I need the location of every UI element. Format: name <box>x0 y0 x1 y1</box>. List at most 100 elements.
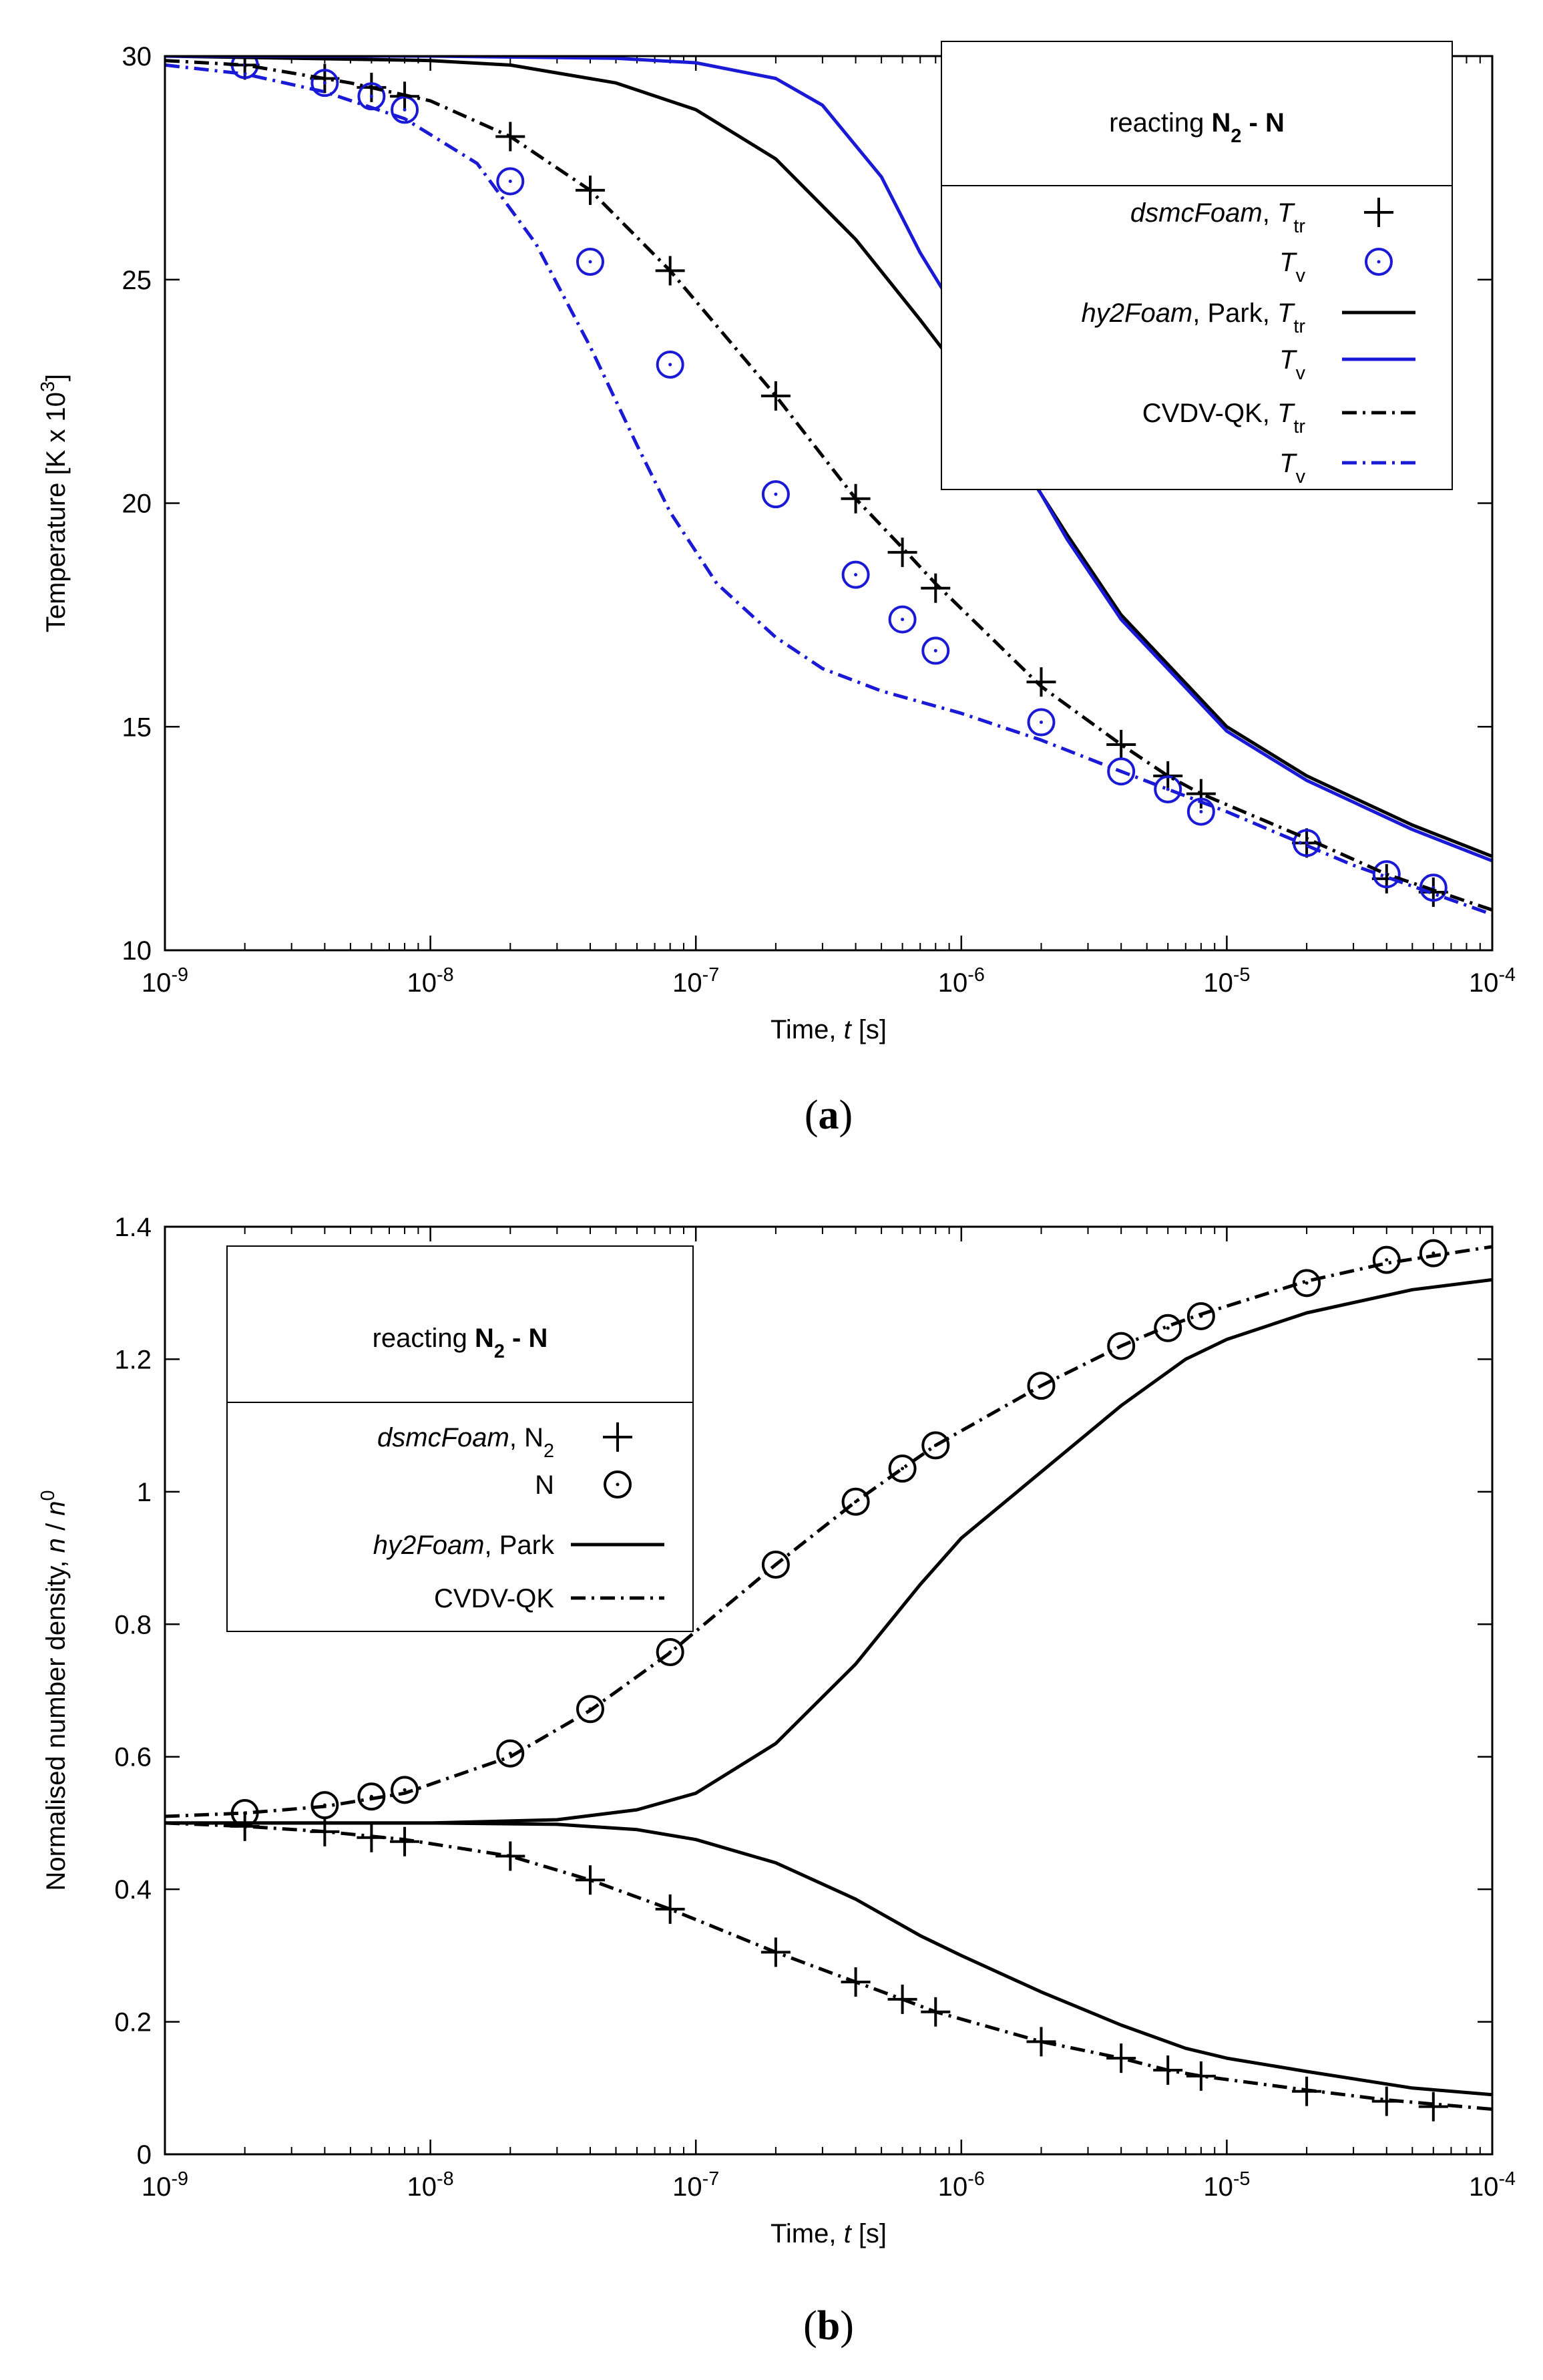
series-t-v-circle-marker <box>576 247 604 276</box>
series-t-v-circle-marker <box>310 69 339 97</box>
series-n-circle-marker <box>921 1431 950 1460</box>
series-t-v-line <box>165 63 1492 916</box>
circle-marker-ring <box>496 1739 525 1768</box>
legend-label: CVDV-QK, Ttr <box>1142 399 1306 437</box>
circle-marker-dot <box>369 94 373 98</box>
series-t-v-circle-marker <box>761 480 790 509</box>
legend-circle-dot <box>616 1482 620 1486</box>
legend-label: N <box>535 1470 554 1500</box>
y-tick-label: 30 <box>122 42 152 71</box>
circle-marker-dot <box>774 492 778 496</box>
legend-label: hy2Foam, Park <box>373 1531 555 1560</box>
circle-marker-ring <box>761 480 790 509</box>
circle-marker-ring <box>310 69 339 97</box>
series-n-circle-marker <box>888 1454 917 1483</box>
y-tick-label: 0.8 <box>114 1610 152 1639</box>
legend-circle-ring <box>1365 248 1393 276</box>
circle-marker-dot <box>901 618 905 622</box>
y-tick-label: 10 <box>122 936 152 966</box>
series-t-v-circle-marker <box>496 167 525 196</box>
legend-title: reacting N2 - N <box>1109 108 1285 147</box>
circle-marker-dot <box>508 179 512 183</box>
series-t-v-circle-marker <box>656 350 684 379</box>
circle-marker-dot <box>901 1466 905 1470</box>
circle-marker-ring <box>1186 797 1215 826</box>
series-dsmcfoam-t-tr-plus-marker <box>1026 667 1056 697</box>
series-dsmcfoam-t-tr-plus-marker <box>921 573 951 603</box>
circle-marker-ring <box>1107 1332 1136 1360</box>
circle-marker-ring <box>1186 1302 1215 1330</box>
x-tick-label: 10-7 <box>672 964 719 998</box>
plot-frame <box>164 1225 1494 2156</box>
circle-marker-dot <box>1039 721 1043 725</box>
legend-box <box>226 1245 694 1632</box>
series-dsmcfoam-n2-plus-marker <box>1186 2061 1216 2091</box>
series-dsmcfoam-t-tr-plus-marker <box>887 538 917 568</box>
series-n-circle-marker <box>496 1739 525 1768</box>
circle-marker-dot <box>1166 787 1170 791</box>
legend: reacting N2 - N dsmcFoam, Ttr Tv hy2Foam, P… <box>941 41 1453 490</box>
circle-marker-ring <box>1154 775 1182 803</box>
plot-frame <box>164 55 1494 952</box>
series-t-v-circle-marker <box>1154 775 1182 803</box>
circle-marker-dot <box>508 1752 512 1756</box>
circle-marker-dot <box>1305 1281 1309 1285</box>
legend-label: hy2Foam, Park, Ttr <box>1082 299 1306 337</box>
series-n-circle-marker <box>1154 1314 1182 1342</box>
y-tick-label: 20 <box>122 489 152 519</box>
series-n-circle-marker <box>1372 1245 1401 1274</box>
circle-marker-ring <box>1107 757 1136 786</box>
circle-marker-ring <box>1027 1372 1056 1400</box>
y-tick-label: 1 <box>137 1478 152 1507</box>
series-cvdv-qk-line <box>165 1821 1492 2111</box>
legend-circle-ring <box>604 1470 632 1499</box>
series-n-circle-marker <box>391 1776 419 1804</box>
y-tick-label: 1.4 <box>114 1213 152 1242</box>
series-t-v-circle-marker <box>391 95 419 124</box>
x-tick-label: 10-6 <box>938 964 985 998</box>
circle-marker-dot <box>933 648 937 652</box>
x-tick-label: 10-5 <box>1203 964 1250 998</box>
x-axis-label: Time, t [s] <box>770 2219 887 2248</box>
series-hy2foam-park-line <box>165 1821 1492 2097</box>
y-axis-label: Temperature [K x 103] <box>37 374 71 632</box>
series-t-v-circle-marker <box>1027 708 1056 737</box>
series-cvdv-qk-t-tr-line <box>165 59 1492 912</box>
y-tick-label: 0.2 <box>114 2008 152 2037</box>
circle-marker-ring <box>391 95 419 124</box>
series-dsmcfoam-n2-plus-marker <box>390 1826 420 1856</box>
series-cvdv-qk-line <box>165 1245 1492 1818</box>
chart-temperature: 10-9 10-8 10-7 10-6 10-5 10-4 10 15 20 25 30 Time, … <box>37 41 1516 1138</box>
y-tick-label: 15 <box>122 713 152 742</box>
circle-marker-ring <box>656 350 684 379</box>
circle-marker-ring <box>391 1776 419 1804</box>
series-dsmcfoam-t-tr-plus-marker <box>760 381 791 411</box>
x-tick-label: 10-8 <box>407 2168 454 2202</box>
circle-marker-ring <box>921 1431 950 1460</box>
x-tick-label: 10-4 <box>1469 2168 1516 2202</box>
legend-label: Tv <box>1279 449 1305 487</box>
y-tick-label: 25 <box>122 266 152 295</box>
series-t-v-circle-marker <box>1186 797 1215 826</box>
circle-marker-ring <box>888 1454 917 1483</box>
circle-marker-ring <box>841 1487 870 1516</box>
circle-marker-ring <box>1027 708 1056 737</box>
x-tick-label: 10-9 <box>142 964 188 998</box>
circle-marker-ring <box>656 1637 684 1666</box>
x-tick-label: 10-6 <box>938 2168 985 2202</box>
series-dsmcfoam-n2-plus-marker <box>1026 2027 1056 2057</box>
circle-marker-dot <box>588 260 592 264</box>
x-axis-label: Time, t [s] <box>770 1015 887 1044</box>
circle-marker-ring <box>576 247 604 276</box>
series-t-v-circle-marker <box>921 636 950 665</box>
circle-marker-dot <box>322 81 326 85</box>
legend-circle-dot <box>1377 260 1381 264</box>
legend-label: dsmcFoam, N2 <box>377 1423 554 1462</box>
circle-marker-dot <box>854 573 858 577</box>
circle-marker-ring <box>496 167 525 196</box>
series-dsmcfoam-t-tr-plus-marker <box>1106 730 1136 760</box>
series-n-circle-marker <box>1419 1239 1448 1267</box>
series-hy2foam-park-line <box>165 1277 1492 1825</box>
